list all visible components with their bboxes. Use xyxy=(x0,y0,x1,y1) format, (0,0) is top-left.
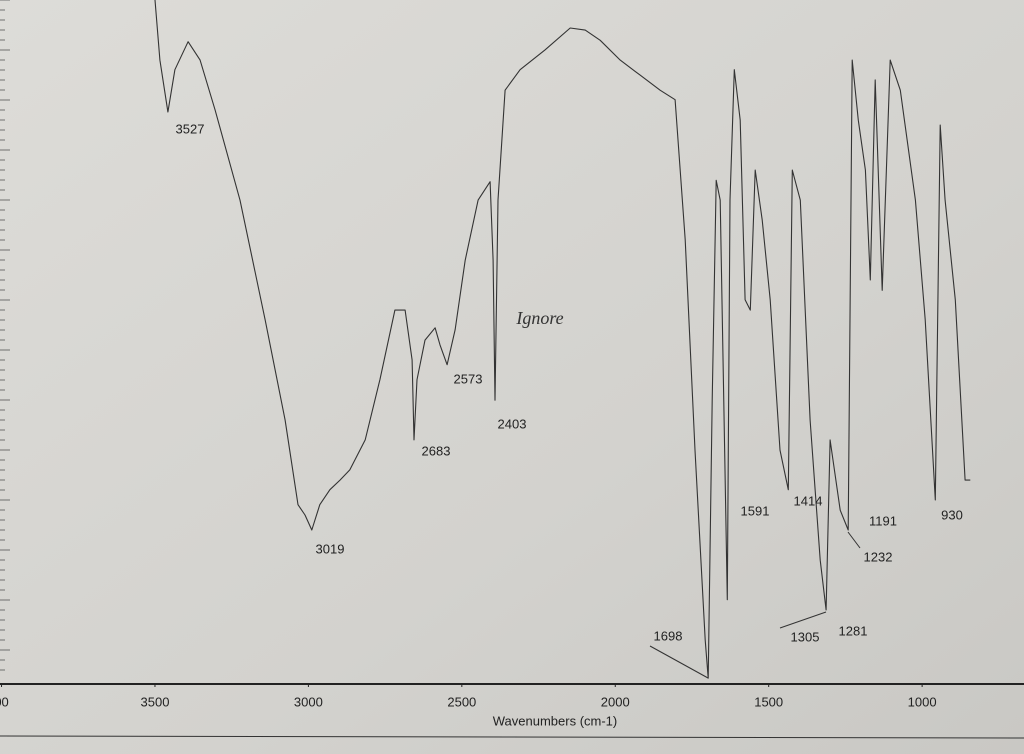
peak-label: 1698 xyxy=(654,628,683,643)
x-tick-label: 1500 xyxy=(754,694,783,709)
spectrum-line xyxy=(154,0,971,679)
x-tick-label: 00 xyxy=(0,694,9,709)
left-ruler xyxy=(0,0,10,671)
frame-line xyxy=(0,735,1024,739)
peak-label: 3527 xyxy=(176,121,205,136)
peak-label: 2573 xyxy=(454,371,483,386)
x-tick-label: 3500 xyxy=(141,694,170,709)
peak-label: 3019 xyxy=(316,541,345,556)
peak-label: 2683 xyxy=(422,443,451,458)
leader xyxy=(847,531,861,549)
peak-label: 1305 xyxy=(791,629,820,644)
x-axis-label: Wavenumbers (cm-1) xyxy=(493,713,617,728)
x-tick-label: 2500 xyxy=(447,694,476,709)
x-tick-label: 3000 xyxy=(294,694,323,709)
peak-label: 1281 xyxy=(839,623,868,638)
peak-label: 1232 xyxy=(864,549,893,564)
peak-label: 1191 xyxy=(869,513,897,528)
handwritten-note: Ignore xyxy=(515,308,563,328)
leader xyxy=(649,645,709,679)
x-tick-label: 1000 xyxy=(908,694,937,709)
peak-label: 1414 xyxy=(794,493,823,508)
leader xyxy=(779,611,827,629)
x-tick-label: 2000 xyxy=(601,694,630,709)
peak-label: 930 xyxy=(941,507,963,522)
peak-label: 2403 xyxy=(498,416,527,431)
peak-label: 1591 xyxy=(741,503,770,518)
